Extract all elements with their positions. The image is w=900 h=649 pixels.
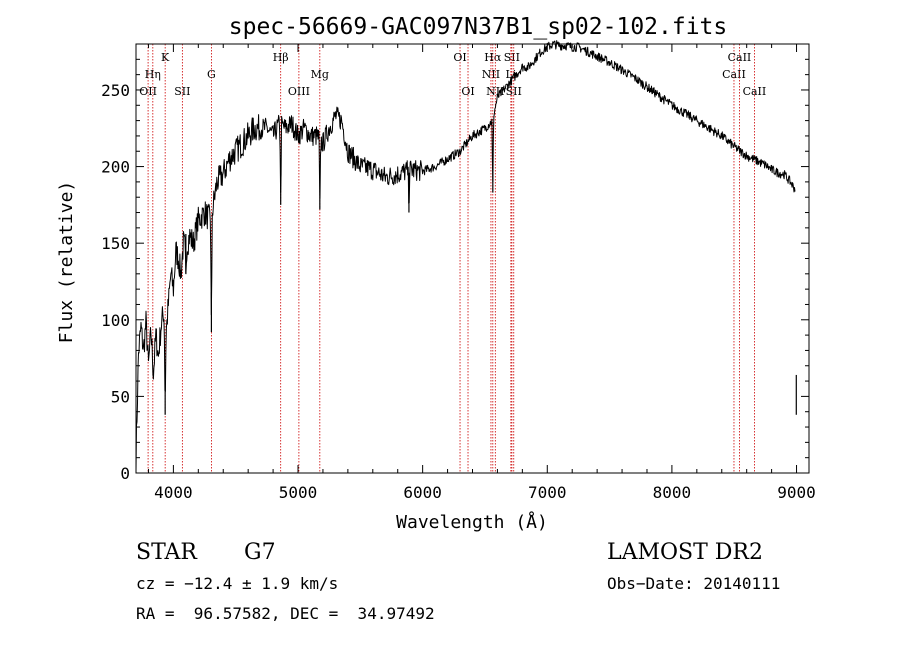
line-label-0: OII [139,85,157,98]
line-label-18: CaII [743,85,767,98]
redshift-text: cz = −12.4 ± 1.9 km/s [136,574,339,593]
y-tick-label-0: 0 [120,464,130,483]
x-tick-label-4: 8000 [653,483,692,502]
line-label-14: SII [504,51,520,64]
line-label-6: OIII [288,85,310,98]
line-label-12: NII [486,85,504,98]
absorption-dips [164,152,797,415]
line-label-8: OI [453,51,466,64]
y-tick-label-3: 150 [101,234,130,253]
line-label-9: OI [461,85,474,98]
x-tick-label-5: 9000 [777,483,816,502]
axes: 4000 5000 6000 7000 8000 9000 0 50 100 150 200 250 [101,44,816,502]
coordinates-text: RA = 96.57582, DEC = 34.97492 [136,604,435,623]
y-tick-label-5: 250 [101,81,130,100]
chart-title: spec-56669-GAC097N37B1_sp02-102.fits [229,14,728,40]
line-label-13: Li [505,68,516,81]
obs-date-text: Obs−Date: 20140111 [607,574,781,593]
y-axis-label: Flux (relative) [56,181,77,344]
y-tick-label-2: 100 [101,311,130,330]
x-tick-label-3: 7000 [528,483,567,502]
line-label-16: CaII [722,68,746,81]
line-label-3: SII [174,85,190,98]
survey-name: LAMOST DR2 [607,540,763,565]
x-axis-label: Wavelength (Å) [396,511,548,533]
line-label-7: Mg [311,68,329,81]
y-tick-label-1: 50 [111,387,130,406]
line-label-15: SII [506,85,522,98]
object-subclass: G7 [244,540,276,565]
line-label-17: CaII [728,51,752,64]
line-label-5: Hβ [273,51,289,64]
x-tick-label-1: 5000 [279,483,318,502]
x-tick-label-0: 4000 [154,483,193,502]
plot-frame [135,43,810,474]
line-label-4: G [207,68,216,81]
line-label-2: K [161,51,170,64]
object-class: STAR [136,540,197,565]
line-label-1: Hη [145,68,161,81]
line-label-11: Hα [484,51,502,64]
spectrum-line [135,40,796,472]
line-label-10: NII [482,68,500,81]
y-tick-label-4: 200 [101,158,130,177]
x-tick-label-2: 6000 [403,483,442,502]
